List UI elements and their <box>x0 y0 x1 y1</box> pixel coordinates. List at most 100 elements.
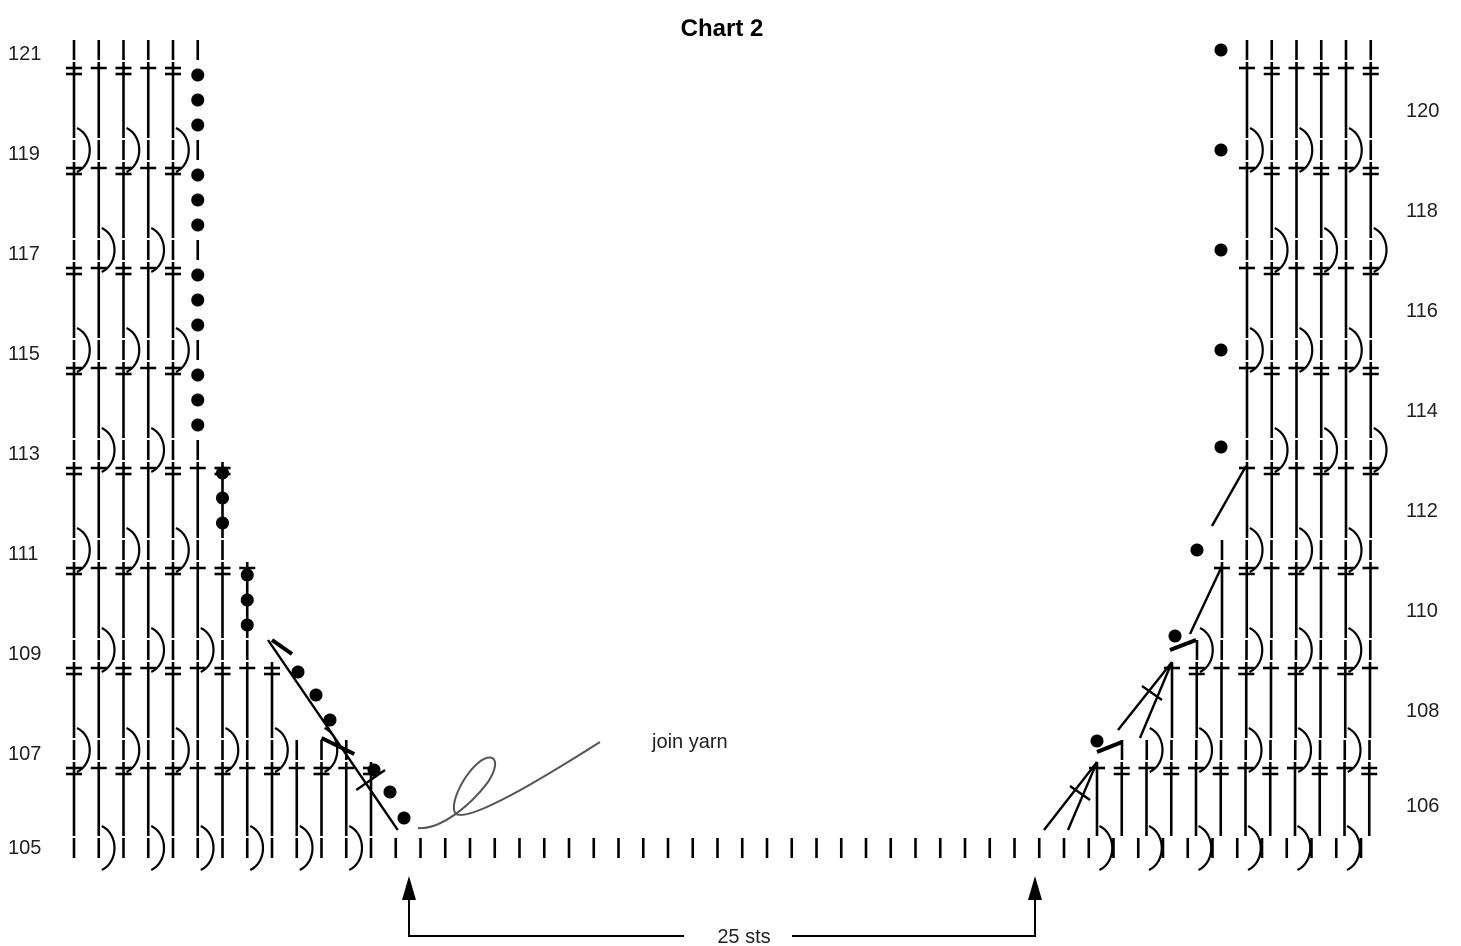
chain-dot <box>367 763 381 777</box>
front-post-bracket <box>1347 727 1362 773</box>
front-post-bracket <box>1098 825 1114 871</box>
chain-dot <box>191 93 205 107</box>
row-label: 117 <box>8 243 40 265</box>
decrease-hook <box>1096 740 1123 754</box>
front-post-bracket <box>1347 627 1363 673</box>
chain-dot <box>191 193 205 207</box>
row-label: 110 <box>1406 600 1438 622</box>
chain-dot <box>1214 143 1228 157</box>
front-post-bracket <box>1247 825 1262 871</box>
row-label: 106 <box>1406 795 1439 817</box>
chain-dot <box>397 811 411 825</box>
span-bracket: 25 sts <box>402 876 1042 946</box>
front-post-bracket <box>1249 527 1264 573</box>
front-post-bracket <box>1323 427 1338 473</box>
front-post-bracket <box>125 327 141 373</box>
decrease-diagonal <box>1210 465 1248 527</box>
front-post-bracket <box>348 825 363 871</box>
front-post-bracket <box>299 825 314 871</box>
decrease-hook <box>270 638 294 656</box>
front-post-bracket <box>1274 427 1289 473</box>
chain-dot <box>191 268 205 282</box>
chain-dot <box>240 593 254 607</box>
front-post-bracket <box>76 127 91 173</box>
decrease-diagonal <box>1043 761 1098 831</box>
decrease-hook <box>320 736 356 756</box>
front-post-bracket <box>1298 327 1314 373</box>
chain-dot <box>216 491 229 505</box>
front-post-bracket <box>150 427 165 473</box>
front-post-bracket <box>1199 627 1214 673</box>
chain-dot <box>291 665 305 679</box>
row-label: 112 <box>1406 500 1438 522</box>
chain-dot <box>191 393 205 407</box>
row-label: 114 <box>1406 400 1438 422</box>
chain-dot <box>1090 734 1104 748</box>
chain-dot <box>1214 440 1228 454</box>
chain-dot <box>191 168 205 182</box>
front-post-bracket <box>1348 127 1363 173</box>
front-post-bracket <box>101 427 116 473</box>
chain-dot <box>191 118 205 132</box>
front-post-bracket <box>1373 227 1388 273</box>
front-post-bracket <box>125 527 141 573</box>
front-post-bracket <box>1373 427 1388 473</box>
chain-dot <box>1214 243 1228 257</box>
front-post-bracket <box>101 227 116 273</box>
chain-dot <box>1190 543 1204 557</box>
front-post-bracket <box>101 627 116 673</box>
front-post-bracket <box>1249 327 1264 373</box>
decrease-diagonal <box>1188 565 1224 635</box>
stitch-grid <box>66 40 1388 871</box>
front-post-bracket <box>150 627 165 673</box>
span-line-right <box>792 900 1036 937</box>
front-post-bracket <box>1323 227 1338 273</box>
front-post-bracket <box>150 227 165 273</box>
front-post-bracket <box>1249 127 1264 173</box>
front-post-bracket <box>200 627 215 673</box>
front-post-bracket <box>323 727 339 773</box>
decrease-tick <box>355 769 386 791</box>
row-labels-right: 120 118 116 114 112 110 108 106 <box>1406 100 1439 817</box>
yarn-loop <box>417 741 601 830</box>
row-label: 115 <box>8 343 40 365</box>
arrow-up-icon <box>1028 876 1042 900</box>
front-post-bracket <box>224 727 240 773</box>
chain-dot <box>1168 629 1182 643</box>
front-post-bracket <box>1298 627 1313 673</box>
row-label: 119 <box>8 143 40 165</box>
front-post-bracket <box>274 727 289 773</box>
chain-dot <box>191 418 205 432</box>
chain-dot <box>1214 343 1228 357</box>
chain-dot <box>191 68 205 82</box>
row-label: 105 <box>8 837 41 859</box>
front-post-bracket <box>101 825 116 871</box>
chain-dot <box>240 618 254 632</box>
row-label: 107 <box>8 743 41 765</box>
decrease-tick <box>1069 785 1091 801</box>
front-post-bracket <box>76 327 91 373</box>
row-label: 121 <box>8 43 41 65</box>
front-post-bracket <box>125 127 141 173</box>
chain-dot <box>240 568 254 582</box>
chain-dot <box>216 516 229 530</box>
front-post-bracket <box>1274 227 1289 273</box>
decrease-diagonal <box>1117 661 1173 731</box>
row-label: 120 <box>1406 100 1439 122</box>
front-post-bracket <box>249 825 264 871</box>
front-post-bracket <box>1198 727 1213 773</box>
row-label: 108 <box>1406 700 1439 722</box>
decrease-hook <box>1169 638 1197 652</box>
front-post-bracket <box>150 825 165 871</box>
front-post-bracket <box>1298 527 1313 573</box>
front-post-bracket <box>1348 527 1363 573</box>
decrease-diagonal <box>1138 661 1174 739</box>
span-label: 25 sts <box>717 926 770 946</box>
chain-dot <box>191 218 205 232</box>
join-yarn-label: join yarn <box>651 731 728 753</box>
front-post-bracket <box>125 727 141 773</box>
front-post-bracket <box>175 527 190 573</box>
front-post-bracket <box>1297 727 1312 773</box>
front-post-bracket <box>1248 627 1264 673</box>
